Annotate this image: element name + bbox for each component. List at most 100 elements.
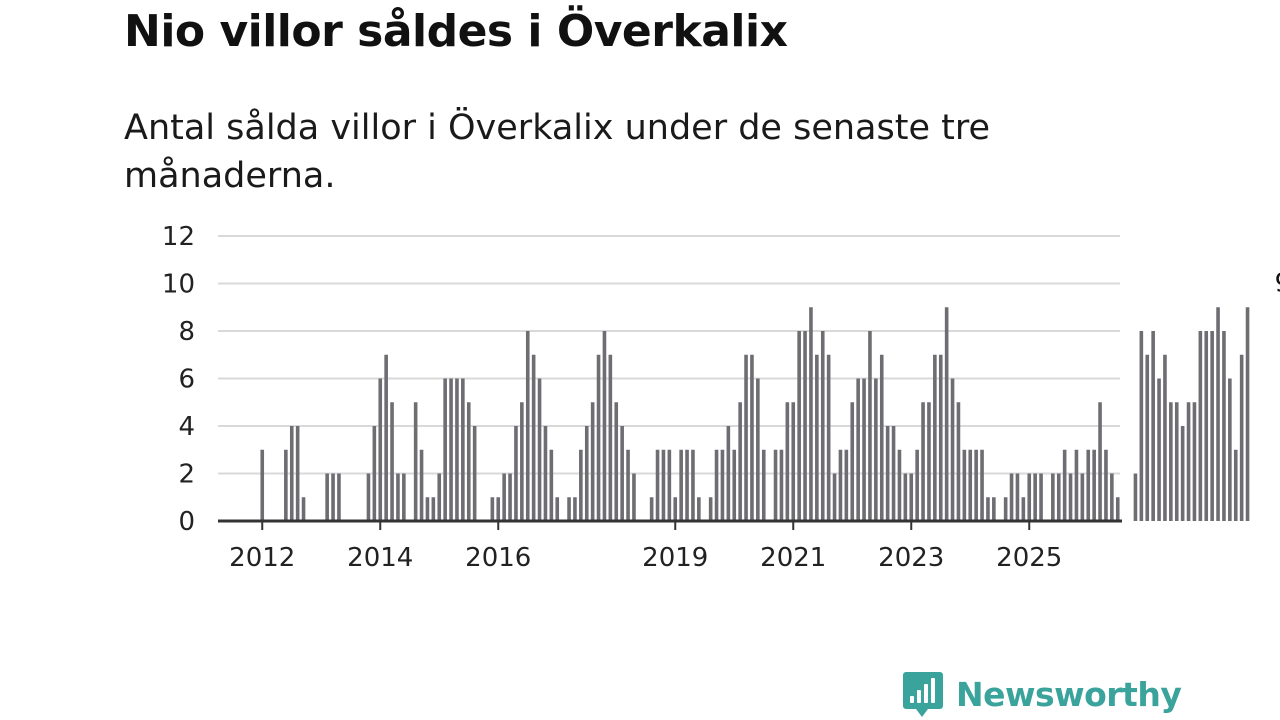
bar <box>378 378 383 521</box>
bar <box>573 497 577 521</box>
bar <box>549 449 554 521</box>
bar <box>602 331 607 521</box>
bar <box>921 402 925 521</box>
bar <box>514 426 518 521</box>
bar <box>437 473 442 521</box>
bar <box>697 497 701 521</box>
bar <box>331 473 335 521</box>
bar <box>679 449 683 521</box>
bar <box>868 331 872 521</box>
bar <box>1151 331 1155 521</box>
bar <box>708 497 713 521</box>
bar <box>301 497 306 521</box>
bar <box>295 426 300 521</box>
bar <box>419 449 424 521</box>
bar <box>508 473 512 521</box>
bar <box>402 473 406 521</box>
bar <box>1027 473 1032 521</box>
bar <box>425 497 430 521</box>
bar <box>520 402 524 521</box>
bar <box>791 402 796 521</box>
bar <box>443 378 447 521</box>
bar <box>525 331 530 521</box>
bar <box>956 402 961 521</box>
bar <box>897 449 902 521</box>
x-tick-label: 2016 <box>465 543 531 573</box>
bar <box>1086 449 1091 521</box>
bar <box>962 449 967 521</box>
bar <box>1015 473 1020 521</box>
annotation-label: 9 <box>1275 268 1280 298</box>
bar <box>874 378 878 521</box>
bar <box>661 449 666 521</box>
bar <box>850 402 855 521</box>
bar <box>626 449 630 521</box>
bar <box>455 378 459 521</box>
bar <box>1228 378 1232 521</box>
bar <box>726 426 731 521</box>
bar <box>714 449 719 521</box>
bar <box>1068 473 1073 521</box>
bar <box>472 426 477 521</box>
bar <box>1003 497 1008 521</box>
bar <box>390 402 394 521</box>
bar <box>449 378 453 521</box>
bar <box>1098 402 1102 521</box>
bar <box>968 449 973 521</box>
bar <box>537 378 542 521</box>
bar <box>590 402 595 521</box>
bar <box>744 354 748 521</box>
bar <box>938 354 943 521</box>
bar <box>1204 331 1209 521</box>
newsworthy-logo: Newsworthy <box>902 670 1182 718</box>
bar <box>655 449 660 521</box>
bar <box>844 449 849 521</box>
newsworthy-bar-chart-icon <box>903 672 943 717</box>
bar <box>915 449 919 521</box>
bar <box>543 426 548 521</box>
y-tick-label: 6 <box>178 365 195 395</box>
bar <box>1056 473 1061 521</box>
bar <box>691 449 695 521</box>
bar <box>1039 473 1043 521</box>
bar <box>384 354 388 521</box>
bar <box>803 331 807 521</box>
bar <box>1033 473 1037 521</box>
bar <box>944 307 949 521</box>
bar <box>366 473 371 521</box>
y-tick-label: 4 <box>178 412 195 442</box>
bar <box>815 354 819 521</box>
bar <box>785 402 790 521</box>
bar <box>720 449 725 521</box>
x-tick-label: 2021 <box>760 543 826 573</box>
bar <box>490 497 495 521</box>
page-subtitle: Antal sålda villor i Överkalix under de … <box>124 108 990 196</box>
bar <box>826 354 831 521</box>
bar <box>496 497 501 521</box>
bar <box>1145 354 1150 521</box>
x-tick-label: 2023 <box>878 543 944 573</box>
bar <box>980 449 984 521</box>
bar <box>738 402 742 521</box>
bar <box>885 426 890 521</box>
bar <box>1080 473 1085 521</box>
bar <box>761 449 766 521</box>
bar <box>431 497 436 521</box>
bar <box>1104 449 1108 521</box>
bar <box>1186 402 1191 521</box>
bar <box>555 497 560 521</box>
bar <box>531 354 536 521</box>
y-tick-label: 8 <box>178 317 195 347</box>
bar <box>1062 449 1067 521</box>
x-axis <box>218 519 1122 530</box>
bar <box>260 449 265 521</box>
bar <box>584 426 589 521</box>
bar <box>1110 473 1114 521</box>
bar <box>1174 402 1179 521</box>
bar <box>927 402 931 521</box>
bar <box>992 497 996 521</box>
y-tick-label: 2 <box>178 460 195 490</box>
bar <box>732 449 737 521</box>
bar <box>466 402 471 521</box>
bar <box>1198 331 1203 521</box>
